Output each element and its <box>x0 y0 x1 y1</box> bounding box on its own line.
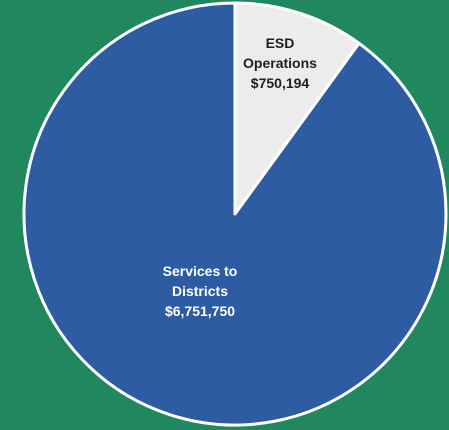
pie-slice-label-0: ESD Operations $750,194 <box>243 35 317 91</box>
slices-layer <box>22 1 448 427</box>
pie-slice-1 <box>22 1 448 427</box>
pie-slice-label-1: Services to Districts $6,751,750 <box>163 263 238 319</box>
pie-slice-label-line: $750,194 <box>251 75 310 91</box>
pie-slice-label-line: ESD <box>266 35 295 51</box>
pie-slice-label-line: Services to <box>163 263 238 279</box>
pie-slice-label-line: Operations <box>243 55 317 71</box>
labels-layer: ESD Operations $750,194 Services to District… <box>163 35 318 319</box>
pie-slice-label-line: $6,751,750 <box>165 303 235 319</box>
pie-slice-0 <box>233 1 361 216</box>
pie-slice-label-line: Districts <box>172 283 228 299</box>
